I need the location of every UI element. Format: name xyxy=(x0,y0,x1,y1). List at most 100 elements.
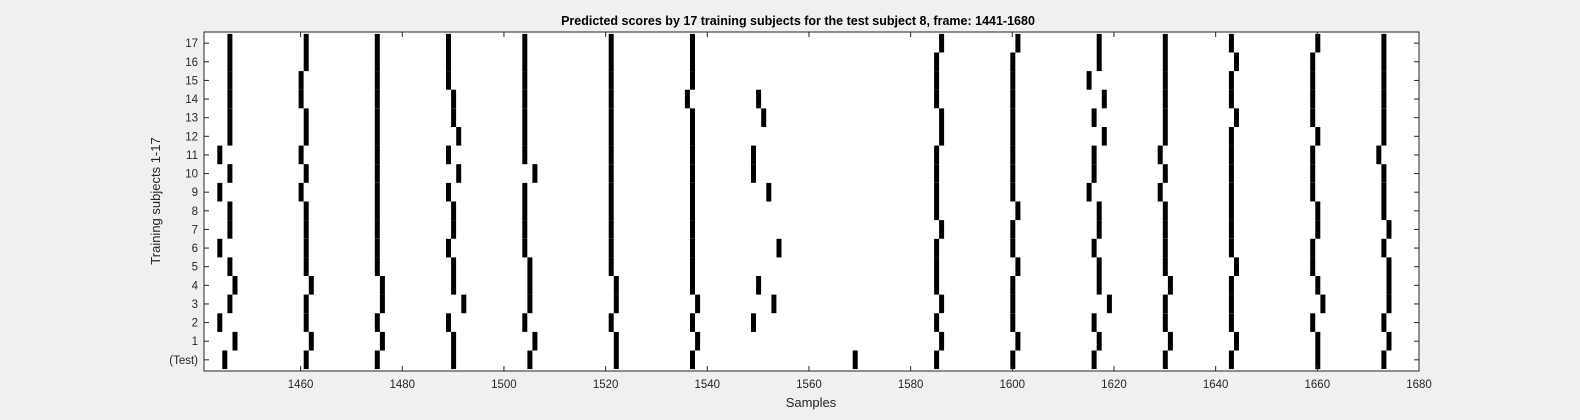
raster-mark xyxy=(532,331,538,351)
y-axis-label: Training subjects 1-17 xyxy=(148,137,163,264)
raster-mark xyxy=(1376,145,1382,165)
raster-mark xyxy=(1234,52,1239,72)
raster-mark xyxy=(522,238,528,258)
raster-mark xyxy=(217,145,223,165)
x-tick-label: 1500 xyxy=(491,379,517,391)
raster-mark xyxy=(379,294,385,314)
raster-mark xyxy=(1086,71,1092,90)
raster-mark xyxy=(227,52,233,72)
raster-mark xyxy=(1096,201,1102,221)
raster-mark xyxy=(217,182,223,202)
raster-mark xyxy=(451,276,457,295)
raster-mark xyxy=(756,89,762,109)
raster-mark xyxy=(761,108,767,127)
raster-mark xyxy=(1386,276,1392,295)
raster-mark xyxy=(232,276,238,295)
y-tick-label: 12 xyxy=(185,131,198,143)
raster-mark xyxy=(1310,89,1316,109)
raster-mark xyxy=(522,182,528,202)
raster-mark xyxy=(1091,350,1097,370)
y-tick-label: 6 xyxy=(192,243,198,255)
raster-mark xyxy=(934,182,940,202)
raster-mark xyxy=(379,276,385,295)
y-tick-label: 15 xyxy=(185,75,198,87)
raster-mark xyxy=(1310,164,1316,183)
raster-mark xyxy=(934,71,940,90)
raster-mark xyxy=(1010,108,1016,127)
raster-mark xyxy=(456,127,462,146)
raster-mark xyxy=(1310,108,1316,127)
raster-mark xyxy=(1086,182,1092,202)
raster-mark xyxy=(751,164,756,183)
raster-mark xyxy=(374,33,380,53)
raster-mark xyxy=(374,71,380,90)
raster-mark xyxy=(934,89,940,109)
raster-mark xyxy=(1091,238,1097,258)
y-tick-label: 10 xyxy=(185,169,198,181)
raster-mark xyxy=(934,201,940,221)
raster-mark xyxy=(852,350,858,370)
raster-mark xyxy=(1228,350,1234,370)
raster-mark xyxy=(939,294,945,314)
raster-mark xyxy=(608,313,614,332)
raster-mark xyxy=(522,220,528,239)
raster-mark xyxy=(227,89,233,109)
raster-mark xyxy=(1315,127,1321,146)
raster-mark xyxy=(451,108,457,127)
y-tick-label: 16 xyxy=(185,57,198,69)
raster-mark xyxy=(608,108,614,127)
raster-mark xyxy=(1228,33,1234,53)
y-tick-label: 7 xyxy=(192,224,198,236)
raster-mark xyxy=(934,164,940,183)
raster-mark xyxy=(934,313,940,332)
raster-mark xyxy=(374,201,380,221)
raster-mark xyxy=(684,89,690,109)
raster-mark xyxy=(1091,164,1097,183)
raster-mark xyxy=(374,220,380,239)
raster-mark xyxy=(451,220,457,239)
raster-mark xyxy=(690,201,695,221)
raster-mark xyxy=(227,33,233,53)
raster-mark xyxy=(608,182,614,202)
raster-mark xyxy=(1091,313,1097,332)
raster-mark xyxy=(1010,238,1016,258)
y-tick-label: 11 xyxy=(186,150,198,162)
raster-mark xyxy=(1234,331,1239,351)
raster-mark xyxy=(227,201,233,221)
raster-mark xyxy=(446,238,451,258)
raster-mark xyxy=(303,220,309,239)
x-axis-ticks: 1460 1480 1500 1520 1540 1560 1580 1600 1620 1640… xyxy=(288,32,1432,391)
raster-mark xyxy=(1096,220,1102,239)
raster-mark xyxy=(1310,257,1316,276)
raster-mark xyxy=(1010,127,1016,146)
raster-mark xyxy=(374,238,380,258)
raster-mark xyxy=(613,331,619,351)
raster-mark xyxy=(608,257,614,276)
raster-mark xyxy=(446,71,451,90)
raster-mark xyxy=(690,33,695,53)
raster-mark xyxy=(308,276,314,295)
raster-mark xyxy=(374,108,380,127)
raster-mark xyxy=(608,33,614,53)
raster-mark xyxy=(1162,238,1168,258)
raster-mark xyxy=(522,71,528,90)
raster-mark xyxy=(1096,276,1102,295)
raster-mark xyxy=(1381,71,1387,90)
raster-mark xyxy=(1315,350,1321,370)
raster-mark xyxy=(1381,182,1387,202)
raster-mark xyxy=(939,127,945,146)
raster-mark xyxy=(695,331,701,351)
raster-marks xyxy=(217,33,1392,370)
raster-mark xyxy=(1310,313,1316,332)
raster-mark xyxy=(522,201,528,221)
x-tick-label: 1620 xyxy=(1101,379,1127,391)
raster-mark xyxy=(1386,257,1392,276)
raster-mark xyxy=(695,294,701,314)
raster-mark xyxy=(1010,164,1016,183)
x-tick-label: 1480 xyxy=(389,379,415,391)
x-tick-label: 1580 xyxy=(898,379,924,391)
raster-mark xyxy=(527,257,533,276)
raster-mark xyxy=(1381,313,1387,332)
raster-mark xyxy=(522,33,528,53)
plot-area xyxy=(204,32,1419,371)
